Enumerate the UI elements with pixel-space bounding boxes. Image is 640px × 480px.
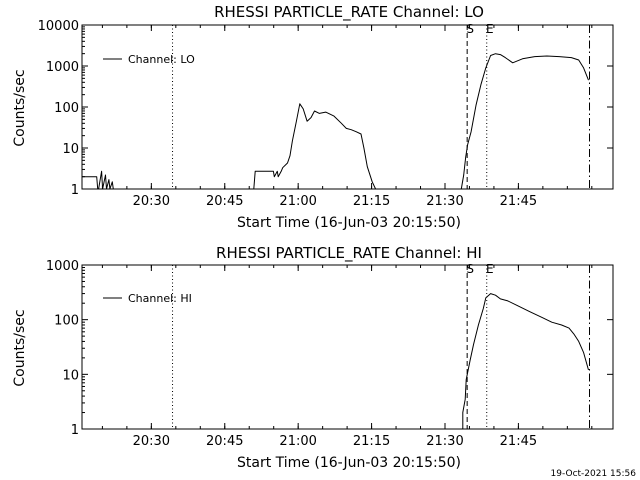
x-ticks: 20:30 20:45 21:00 21:15 21:30 21:45 — [101, 265, 593, 449]
x-tick-label: 21:15 — [353, 434, 390, 449]
data-series — [462, 293, 589, 429]
y-ticks: 1 10 100 1000 — [46, 259, 613, 438]
y-tick-label: 100 — [54, 101, 79, 116]
time-marker-label: E — [486, 22, 494, 36]
y-tick-label: 1 — [71, 423, 79, 438]
legend-entry: Channel: LO — [128, 53, 195, 66]
chart-title: RHESSI PARTICLE_RATE Channel: HI — [216, 244, 482, 263]
x-tick-label: 21:30 — [426, 194, 463, 209]
y-tick-label: 100 — [54, 314, 79, 329]
time-marker-label: S — [466, 22, 474, 36]
data-series — [82, 53, 589, 190]
y-tick-label: 1000 — [46, 259, 79, 274]
time-marker-label: S — [466, 262, 474, 276]
x-tick-label: 21:45 — [500, 434, 537, 449]
y-tick-label: 10 — [62, 368, 79, 383]
chart-panel-hi: RHESSI PARTICLE_RATE Channel: HI Start T… — [12, 244, 614, 471]
y-tick-label: 1000 — [46, 60, 79, 75]
x-tick-label: 20:30 — [133, 434, 170, 449]
y-axis-label: Counts/sec — [12, 309, 28, 386]
timestamp-label: 19-Oct-2021 15:56 — [551, 469, 637, 479]
x-tick-label: 21:30 — [426, 434, 463, 449]
time-marker-label: E — [486, 262, 494, 276]
x-axis-label: Start Time (16-Jun-03 20:15:50) — [237, 455, 461, 471]
y-axis-label: Counts/sec — [12, 69, 28, 146]
chart-title: RHESSI PARTICLE_RATE Channel: LO — [214, 3, 484, 22]
x-tick-label: 20:30 — [133, 194, 170, 209]
y-ticks: 1 10 100 1000 10000 — [38, 19, 613, 198]
x-tick-label: 21:45 — [500, 194, 537, 209]
legend: Channel: LO — [103, 53, 195, 66]
series-line — [462, 293, 589, 429]
legend: Channel: HI — [103, 292, 192, 305]
series-line — [82, 53, 589, 190]
x-tick-label: 21:00 — [279, 194, 316, 209]
x-tick-label: 20:45 — [206, 434, 243, 449]
x-tick-label: 20:45 — [206, 194, 243, 209]
x-tick-label: 21:00 — [279, 434, 316, 449]
y-tick-label: 1 — [71, 183, 79, 198]
x-tick-label: 21:15 — [353, 194, 390, 209]
legend-entry: Channel: HI — [128, 292, 192, 305]
y-tick-label: 10000 — [38, 19, 79, 34]
chart-panel-lo: RHESSI PARTICLE_RATE Channel: LO Start T… — [12, 3, 614, 231]
y-tick-label: 10 — [62, 142, 79, 157]
x-axis-label: Start Time (16-Jun-03 20:15:50) — [237, 215, 461, 231]
x-ticks: 20:30 20:45 21:00 21:15 21:30 21:45 — [101, 25, 593, 209]
